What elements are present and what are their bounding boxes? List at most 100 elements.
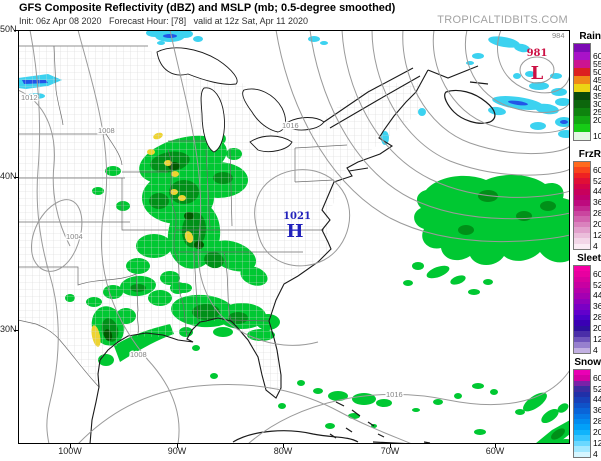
legend-value: 60 xyxy=(593,268,601,279)
isobar-label: 984 xyxy=(552,31,565,40)
legend-color-bar: 60 52 44 36 28 20 12 4 xyxy=(573,369,601,458)
legend-value: 40 xyxy=(593,82,601,93)
map-border xyxy=(18,30,570,444)
high-pressure-value: 1021 xyxy=(283,211,311,222)
legend-swatch xyxy=(574,271,590,277)
lat-label-40n: 40N xyxy=(0,171,17,181)
legend-swatch xyxy=(574,116,590,124)
legend-swatch xyxy=(574,408,590,414)
legend-swatch xyxy=(574,418,590,425)
legend-swatch xyxy=(574,370,590,376)
lon-tick xyxy=(283,444,284,448)
legend-value: 28 xyxy=(593,312,601,323)
legend-swatch xyxy=(574,440,590,447)
lat-tick xyxy=(14,330,18,331)
forecast-map-canvas: 1012 1008 1004 1008 1016 1016 984 1021 H… xyxy=(18,30,570,444)
legend-swatch xyxy=(574,325,590,332)
legend-value: 10 xyxy=(593,130,601,141)
legend-swatch xyxy=(574,52,590,60)
legend-value: 50 xyxy=(593,66,601,77)
legend-swatch xyxy=(574,446,590,452)
legend-section-title: Snow xyxy=(574,357,601,368)
lon-label-60w: 60W xyxy=(485,446,505,456)
legend-value: 36 xyxy=(593,405,601,416)
lon-tick xyxy=(177,444,178,448)
isobar-label: 1008 xyxy=(130,350,147,359)
county-texture xyxy=(18,46,421,397)
isobar-label: 1012 xyxy=(21,93,38,102)
legend-value: 60 xyxy=(593,372,601,383)
precip-bahamas-se xyxy=(278,380,570,444)
lon-label-100w: 100W xyxy=(58,446,82,456)
legend-swatch xyxy=(574,227,590,233)
legend-swatch xyxy=(574,108,590,116)
legend-value: 20 xyxy=(593,114,601,125)
legend-value: 36 xyxy=(593,301,601,312)
legend-value: 45 xyxy=(593,74,601,85)
legend-value: 4 xyxy=(593,344,598,355)
legend-section-snow: Snow 60 52 44 36 28 20 12 4 xyxy=(573,356,601,458)
legend-value: 44 xyxy=(593,290,601,301)
legend-swatch xyxy=(574,162,590,168)
precip-wintry-north xyxy=(18,30,570,145)
legend-swatch xyxy=(574,167,590,173)
legend-swatch xyxy=(574,304,590,310)
legend-swatch xyxy=(574,266,590,272)
legend-value: 25 xyxy=(593,106,601,117)
legend-swatch xyxy=(574,183,590,190)
legend-swatch xyxy=(574,238,590,244)
legend-swatch xyxy=(574,320,590,326)
isobar-label: 1016 xyxy=(282,121,299,130)
legend-swatch xyxy=(574,336,590,343)
low-pressure-value: 981 xyxy=(527,48,548,59)
legend-value: 55 xyxy=(593,58,601,69)
legend-section-title: Rain xyxy=(579,31,601,42)
legend-color-bar: 60 55 50 45 40 35 30 25 20 10 xyxy=(573,43,601,141)
legend-value: 44 xyxy=(593,186,601,197)
legend-swatch xyxy=(574,68,590,76)
legend-value: 20 xyxy=(593,323,601,334)
legend-swatch xyxy=(574,100,590,108)
legend-swatch xyxy=(574,380,590,387)
legend-swatch xyxy=(574,402,590,409)
legend-swatch xyxy=(574,178,590,184)
legend-swatch xyxy=(574,287,590,294)
legend-value: 60 xyxy=(593,164,601,175)
map-title: GFS Composite Reflectivity (dBZ) and MSL… xyxy=(19,2,396,14)
legend-swatch xyxy=(574,132,590,140)
legend-swatch xyxy=(574,397,590,403)
lat-label-30n: 30N xyxy=(0,324,17,334)
legend-value: 20 xyxy=(593,219,601,230)
legend-swatch xyxy=(574,391,590,398)
state-borders xyxy=(18,45,348,388)
legend-swatch xyxy=(574,451,590,457)
lat-tick xyxy=(14,177,18,178)
legend-swatch xyxy=(574,92,590,100)
tropicaltidbits-watermark: TROPICALTIDBITS.COM xyxy=(437,14,568,26)
legend-section-frzr: FrzR 60 52 44 36 28 20 12 4 xyxy=(573,148,601,250)
legend-value: 4 xyxy=(593,448,598,459)
legend-value: 44 xyxy=(593,394,601,405)
legend-section-sleet: Sleet 60 52 44 36 28 20 12 4 xyxy=(573,252,601,354)
legend-swatch xyxy=(574,76,590,84)
legend-swatch xyxy=(574,205,590,211)
legend-swatch xyxy=(574,84,590,92)
isobar-label: 1016 xyxy=(386,390,403,399)
legend-swatch xyxy=(574,172,590,179)
legend-swatch xyxy=(574,435,590,441)
legend-swatch xyxy=(574,200,590,206)
legend-swatch xyxy=(574,314,590,321)
legend-swatch xyxy=(574,44,590,52)
legend-swatch xyxy=(574,216,590,222)
lat-label-50n: 50N xyxy=(0,24,17,34)
legend-section-title: Sleet xyxy=(577,253,601,264)
legend-swatch xyxy=(574,347,590,353)
isobar-label: 1004 xyxy=(66,232,83,241)
legend-swatch xyxy=(574,194,590,201)
legend-swatch xyxy=(574,243,590,249)
legend-value: 12 xyxy=(593,437,601,448)
legend-value: 20 xyxy=(593,427,601,438)
legend-swatch xyxy=(574,221,590,228)
lon-label-70w: 70W xyxy=(380,446,400,456)
